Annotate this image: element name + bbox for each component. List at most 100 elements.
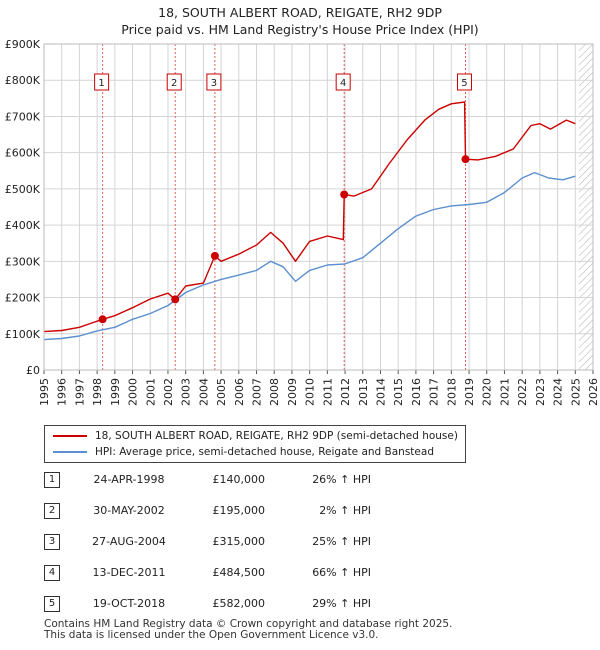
x-tick-label: 2007 <box>251 378 264 406</box>
sale-date: 13-DEC-2011 <box>92 566 166 579</box>
sale-marker <box>461 155 470 164</box>
x-tick-label: 2022 <box>516 378 529 406</box>
x-tick-label: 2009 <box>286 378 299 406</box>
sale-markers <box>98 155 470 324</box>
sale-price: £484,500 <box>212 566 266 579</box>
sale-number-badge: 3 <box>44 534 60 550</box>
sale-label-number: 5 <box>461 78 467 89</box>
x-tick-label: 2005 <box>215 378 228 406</box>
y-tick-label: £400K <box>5 219 41 232</box>
y-tick-label: £100K <box>5 328 41 341</box>
sale-row: 4 13-DEC-2011 £484,500 66% ↑ HPI <box>0 563 600 583</box>
footer-line-2: This data is licensed under the Open Gov… <box>44 629 379 641</box>
sale-hpi-change: 2% ↑ HPI <box>319 504 371 517</box>
sale-row: 5 19-OCT-2018 £582,000 29% ↑ HPI <box>0 594 600 614</box>
sale-label-box <box>335 73 351 91</box>
legend-label-property: 18, SOUTH ALBERT ROAD, REIGATE, RH2 9DP … <box>95 430 458 442</box>
x-tick-label: 1998 <box>91 378 104 406</box>
sale-label-number: 2 <box>171 78 177 89</box>
x-tick-label: 2013 <box>357 378 370 406</box>
legend-item-hpi: HPI: Average price, semi-detached house,… <box>53 444 434 460</box>
sale-row: 1 24-APR-1998 £140,000 26% ↑ HPI <box>0 470 600 490</box>
plot-background <box>44 44 593 370</box>
sale-marker <box>98 315 107 324</box>
future-hatch-region <box>578 44 593 370</box>
x-tick-label: 2025 <box>569 378 582 406</box>
x-tick-label: 2008 <box>268 378 281 406</box>
chart-title-block: 18, SOUTH ALBERT ROAD, REIGATE, RH2 9DP … <box>0 4 600 38</box>
sale-date: 27-AUG-2004 <box>92 535 166 548</box>
hpi-line <box>43 171 576 341</box>
x-tick-label: 2010 <box>304 378 317 406</box>
sale-price: £140,000 <box>212 473 266 486</box>
sale-date: 30-MAY-2002 <box>93 504 165 517</box>
sale-price: £195,000 <box>212 504 266 517</box>
sale-hpi-change: 66% ↑ HPI <box>312 566 371 579</box>
plot-frame <box>43 43 594 371</box>
x-tick-label: 1996 <box>56 378 69 406</box>
sale-number-badge: 1 <box>44 472 60 488</box>
x-tick-label: 2012 <box>339 378 352 406</box>
sale-row: 3 27-AUG-2004 £315,000 25% ↑ HPI <box>0 532 600 552</box>
sale-marker <box>171 295 180 304</box>
footer-attribution: Contains HM Land Registry data © Crown c… <box>44 619 452 641</box>
series-lines <box>43 101 576 341</box>
sale-date: 24-APR-1998 <box>93 473 165 486</box>
y-tick-label: £500K <box>5 183 41 196</box>
y-tick-label: £300K <box>5 255 41 268</box>
y-tick-label: £600K <box>5 147 41 160</box>
sale-label-box <box>94 73 110 91</box>
sale-label-box <box>456 73 472 91</box>
legend-label-hpi: HPI: Average price, semi-detached house,… <box>95 446 434 458</box>
sale-hpi-change: 25% ↑ HPI <box>312 535 371 548</box>
sale-label-number: 3 <box>211 78 217 89</box>
sale-price: £582,000 <box>212 597 266 610</box>
sale-hpi-change: 29% ↑ HPI <box>312 597 371 610</box>
sale-price: £315,000 <box>212 535 266 548</box>
price-chart: 1 2 3 4 5 £0 £100K £200K £300K £400K £500K £600K £7… <box>5 38 600 406</box>
x-tick-label: 2006 <box>233 378 246 406</box>
sale-hpi-change: 26% ↑ HPI <box>312 473 371 486</box>
x-tick-label: 2019 <box>463 378 476 406</box>
sale-marker <box>340 190 349 199</box>
sale-label-box <box>206 73 222 91</box>
x-tick-label: 2001 <box>144 378 157 406</box>
sale-number-badge: 4 <box>44 565 60 581</box>
plot-area <box>44 44 593 370</box>
x-tick-label: 2011 <box>321 378 334 406</box>
sale-label-number: 4 <box>340 78 346 89</box>
property-price-line <box>43 101 576 333</box>
sale-label-box <box>166 73 182 91</box>
x-tick-label: 2026 <box>587 378 600 406</box>
x-tick-label: 1999 <box>109 378 122 406</box>
sale-marker <box>210 251 219 260</box>
legend: 18, SOUTH ALBERT ROAD, REIGATE, RH2 9DP … <box>44 425 466 463</box>
x-tick-label: 2021 <box>498 378 511 406</box>
sale-row: 2 30-MAY-2002 £195,000 2% ↑ HPI <box>0 501 600 521</box>
x-tick-label: 2020 <box>481 378 494 406</box>
legend-swatch-hpi <box>53 451 87 453</box>
sale-vertical-lines: 1 2 3 4 5 <box>94 44 472 370</box>
x-tick-label: 2004 <box>197 378 210 406</box>
x-tick-label: 2003 <box>180 378 193 406</box>
x-tick-label: 1997 <box>73 378 86 406</box>
sale-date: 19-OCT-2018 <box>92 597 166 610</box>
sale-label-number: 1 <box>98 78 104 89</box>
x-tick-label: 2016 <box>410 378 423 406</box>
x-tick-label: 2015 <box>392 378 405 406</box>
footer-line-1: Contains HM Land Registry data © Crown c… <box>44 618 453 630</box>
x-tick-label: 2023 <box>534 378 547 406</box>
y-tick-label: £900K <box>5 38 41 51</box>
x-tick-label: 2000 <box>127 378 140 406</box>
chart-subtitle: Price paid vs. HM Land Registry's House … <box>121 22 479 37</box>
chart-title: 18, SOUTH ALBERT ROAD, REIGATE, RH2 9DP <box>158 5 442 20</box>
x-tick-label: 2017 <box>428 378 441 406</box>
y-tick-label: £800K <box>5 74 41 87</box>
x-tick-label: 2002 <box>162 378 175 406</box>
legend-swatch-property <box>53 435 87 437</box>
legend-item-property: 18, SOUTH ALBERT ROAD, REIGATE, RH2 9DP … <box>53 428 458 444</box>
sale-number-badge: 5 <box>44 596 60 612</box>
y-tick-label: £700K <box>5 110 41 123</box>
x-tick-label: 2018 <box>445 378 458 406</box>
y-tick-label: £0 <box>26 364 40 377</box>
